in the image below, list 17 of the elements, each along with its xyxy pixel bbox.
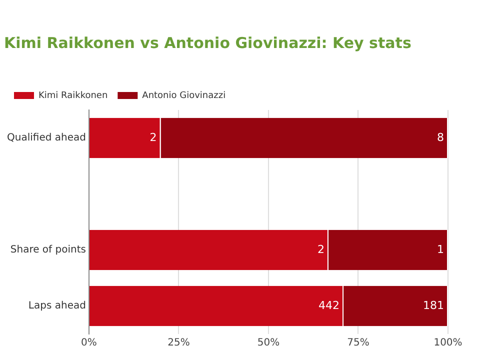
chart-title: Kimi Raikkonen vs Antonio Giovinazzi: Key stats [4,34,412,52]
legend-label: Kimi Raikkonen [38,90,108,101]
legend-label: Antonio Giovinazzi [142,90,226,101]
annotation: 2 [317,242,324,256]
y-tick-label: Share of points [10,244,86,256]
x-tick-label: 25% [168,338,190,349]
y-tick-label: Qualified ahead [6,132,86,144]
annotation: 8 [437,130,444,144]
annotation: 2 [150,130,157,144]
annotation: 181 [423,298,444,312]
x-tick-label: 100% [434,338,462,349]
x-tick-label: 0% [81,338,97,349]
y-tick-label: Laps ahead [28,300,86,312]
annotation: 442 [318,298,340,312]
x-tick-label: 50% [257,338,280,349]
annotation: 1 [437,242,444,256]
x-tick-label: 75% [347,338,370,349]
